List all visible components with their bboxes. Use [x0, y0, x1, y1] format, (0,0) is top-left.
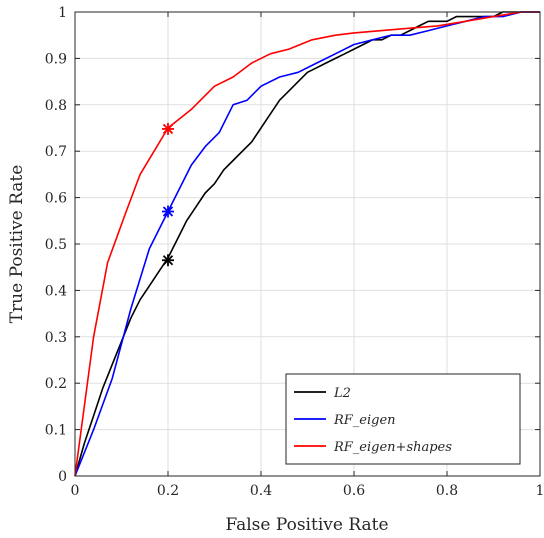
y-tick-label: 0.6: [45, 191, 67, 207]
y-tick-label: 1: [58, 5, 67, 21]
operating-point-marker-1: [162, 205, 174, 218]
y-tick-label: 0.8: [45, 98, 67, 114]
x-tick-label: 0.4: [250, 483, 272, 499]
series-line-2: [74, 11, 540, 477]
y-tick-label: 0.2: [45, 376, 67, 392]
y-tick-label: 0.7: [45, 144, 67, 160]
y-tick-label: 0.4: [45, 283, 67, 299]
operating-point-marker-2: [162, 122, 174, 135]
series-line-0: [74, 11, 540, 477]
x-tick-label: 0.6: [343, 483, 365, 499]
y-tick-label: 0: [58, 469, 67, 485]
y-tick-label: 0.3: [45, 330, 67, 346]
legend-label: RF_eigen: [333, 413, 396, 428]
y-tick-label: 0.5: [45, 237, 67, 253]
legend: L2 RF_eigen RF_eigen+shapes: [285, 373, 521, 465]
x-tick-label: 1: [536, 483, 544, 499]
legend-label: L2: [333, 386, 351, 401]
operating-point-marker-0: [162, 254, 174, 267]
x-axis-label: False Positive Rate: [225, 515, 388, 535]
x-tick-label: 0.8: [436, 483, 458, 499]
series-layer: [74, 11, 540, 477]
legend-label: RF_eigen+shapes: [333, 440, 452, 455]
axis-ticks: 0 0.2 0.4 0.6 0.8 1 0 0.1 0.2 0.3 0.4 0.5 0.6 0.7 0.8 0…: [45, 5, 544, 499]
y-tick-label: 0.9: [45, 51, 67, 67]
x-tick-label: 0: [71, 483, 80, 499]
y-tick-label: 0.1: [45, 423, 67, 439]
x-tick-label: 0.2: [157, 483, 179, 499]
y-axis-label: True Positive Rate: [7, 165, 27, 324]
marker-layer: [162, 122, 174, 267]
